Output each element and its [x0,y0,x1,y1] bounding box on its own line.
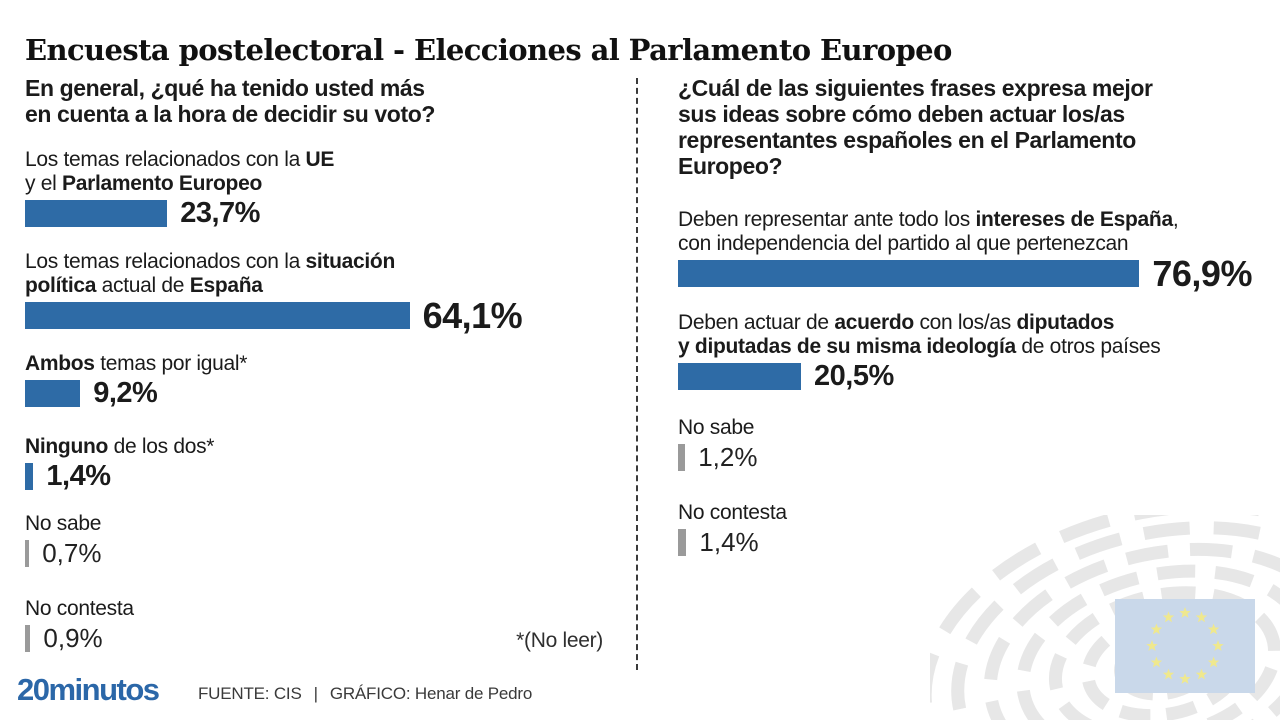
bar-value: 0,9% [43,623,103,653]
item-label: Ninguno de los dos* [25,435,215,458]
chart-item: No sabe 0,7% [25,512,610,568]
item-label: Los temas relacionados con la UE y el Par… [25,148,335,195]
bar-row: 1,2% [678,442,1280,472]
bar-value: 64,1% [422,294,523,336]
item-label: Los temas relacionados con la situación p… [25,250,395,297]
brand-logo: 20minutos [17,672,160,707]
bar [678,260,1140,287]
footnote: *(No leer) [516,629,603,652]
survey-panel-right: ¿Cuál de las siguientes frases expresa m… [678,75,1280,557]
bar-row: 23,7% [25,197,610,229]
bar-row: 76,9% [678,253,1280,294]
bar-value: 1,4% [699,527,759,557]
item-label: Deben actuar de acuerdo con los/as diput… [678,311,1161,358]
panel-divider [636,78,638,670]
bar [25,625,31,652]
question-left: En general, ¿qué ha tenido usted más en c… [25,75,436,127]
item-label: No contesta [678,501,787,524]
bar-value: 9,2% [93,377,158,409]
chart-item: Los temas relacionados con la situación p… [25,250,610,336]
footer-meta: FUENTE: CIS | GRÁFICO: Henar de Pedro [198,684,532,704]
eu-flag-icon [1115,599,1255,693]
item-label: No contesta [25,597,134,620]
chart-item: No contesta 1,4% [678,501,1280,557]
chart-item: Ambos temas por igual* 9,2% [25,352,610,409]
bar-row: 9,2% [25,377,610,409]
credit-text: GRÁFICO: Henar de Pedro [329,684,533,703]
chart-item: Deben actuar de acuerdo con los/as diput… [678,311,1280,392]
chart-item: No contesta 0,9% [25,597,610,653]
item-label: No sabe [678,416,755,439]
bar [25,540,30,567]
bar [25,200,168,227]
bar-value: 20,5% [814,360,894,392]
chart-item: Deben representar ante todo los interese… [678,208,1280,294]
bar-value: 23,7% [180,197,260,229]
question-right: ¿Cuál de las siguientes frases expresa m… [678,75,1153,179]
item-label: No sabe [25,512,102,535]
bar-row: 64,1% [25,295,610,336]
bar-row: 20,5% [678,360,1280,392]
chart-item: Ninguno de los dos* 1,4% [25,435,610,492]
item-label: Ambos temas por igual* [25,352,248,375]
bar-row: 0,9% [25,623,610,653]
bar [25,380,81,407]
chart-item: Los temas relacionados con la UE y el Par… [25,148,610,229]
bar [678,444,686,471]
bar-row: 1,4% [678,527,1280,557]
bar-value: 1,4% [46,460,111,492]
bar-value: 76,9% [1152,252,1252,294]
bar [678,529,687,556]
separator: | [313,684,318,703]
bar-value: 0,7% [42,538,102,568]
bar [25,302,410,329]
source-text: FUENTE: CIS [198,684,302,703]
european-parliament-graphic [930,515,1280,720]
survey-panel-left: En general, ¿qué ha tenido usted más en c… [25,75,610,653]
bar-value: 1,2% [698,442,758,472]
page-title: Encuesta postelectoral - Elecciones al P… [25,33,952,68]
bar [25,463,34,490]
bar [678,363,801,390]
bar-row: 1,4% [25,460,610,492]
chart-item: No sabe 1,2% [678,416,1280,472]
bar-row: 0,7% [25,538,610,568]
item-label: Deben representar ante todo los interese… [678,208,1179,255]
